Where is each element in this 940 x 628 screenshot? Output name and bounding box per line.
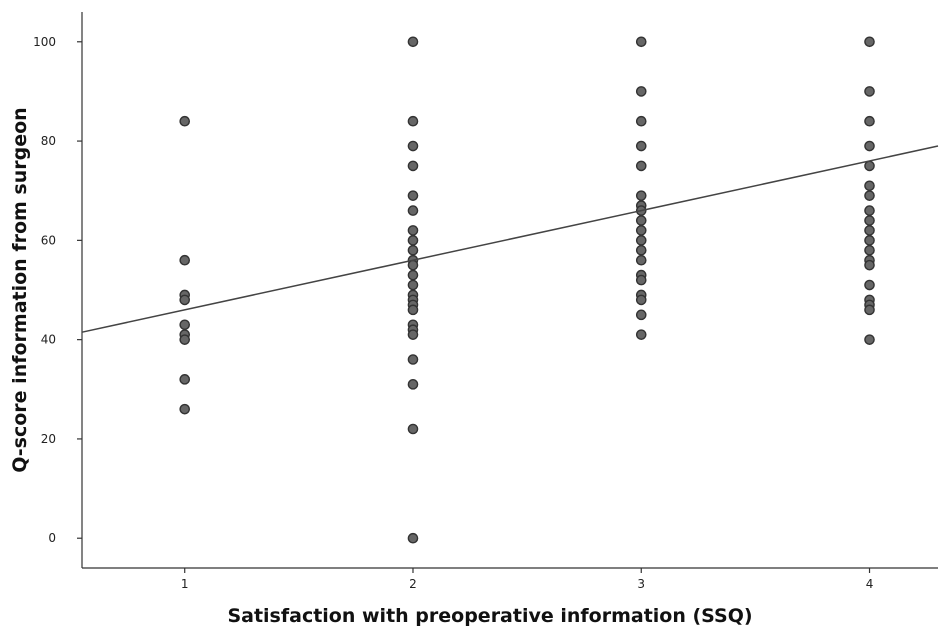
data-point: [635, 254, 647, 266]
data-point: [864, 86, 875, 97]
data-point: [635, 160, 647, 172]
data-point: [407, 354, 419, 365]
fit-line-group: [81, 145, 939, 333]
data-point: [635, 215, 647, 226]
data-point: [864, 160, 875, 172]
data-point: [407, 225, 419, 236]
data-point: [864, 36, 875, 48]
data-point: [864, 140, 875, 152]
data-points: [179, 36, 875, 544]
data-point: [635, 329, 647, 340]
data-point: [864, 190, 875, 201]
data-point: [635, 190, 647, 201]
data-point: [635, 86, 647, 97]
data-point: [407, 259, 419, 271]
axes: [81, 12, 938, 569]
x-tick-label: 2: [409, 577, 417, 591]
data-point: [407, 532, 419, 544]
data-point: [635, 36, 647, 48]
data-point: [407, 329, 419, 340]
data-point: [407, 160, 419, 172]
data-point: [635, 244, 647, 256]
data-point: [407, 190, 419, 201]
data-point: [407, 205, 419, 216]
data-point: [179, 115, 191, 127]
y-tick-label: 60: [41, 233, 56, 247]
x-tick-label: 1: [181, 577, 189, 591]
data-point: [407, 279, 419, 291]
y-tick-label: 40: [41, 333, 56, 347]
data-point: [179, 254, 191, 266]
x-tick-label: 3: [637, 577, 645, 591]
data-point: [635, 309, 647, 321]
data-point: [864, 244, 875, 256]
x-tick-label: 4: [866, 577, 874, 591]
data-point: [864, 180, 875, 192]
y-tick-label: 80: [41, 134, 56, 148]
data-point: [864, 235, 875, 246]
data-point: [179, 374, 191, 385]
data-point: [635, 140, 647, 152]
data-point: [864, 334, 875, 345]
data-point: [179, 319, 191, 331]
data-point: [635, 274, 647, 286]
data-point: [635, 235, 647, 246]
x-axis-title: Satisfaction with preoperative informati…: [227, 605, 752, 627]
fit-line: [81, 145, 939, 333]
data-point: [179, 294, 191, 306]
data-point: [864, 225, 875, 236]
y-tick-label: 0: [48, 531, 56, 545]
y-tick-label: 20: [41, 432, 56, 446]
data-point: [407, 379, 419, 390]
x-ticks: 1 2 3 4: [181, 568, 873, 591]
data-point: [407, 423, 419, 435]
data-point: [864, 304, 875, 316]
y-ticks: 0 20 40 60 80 100: [33, 35, 82, 545]
data-point: [864, 259, 875, 271]
data-point: [407, 140, 419, 152]
data-point: [407, 244, 419, 256]
data-point: [864, 205, 875, 216]
data-point: [179, 334, 191, 345]
data-point: [635, 115, 647, 127]
data-point: [407, 115, 419, 127]
data-point: [407, 269, 419, 281]
data-point: [407, 36, 419, 48]
data-point: [179, 403, 191, 415]
data-point: [635, 294, 647, 306]
data-point: [635, 225, 647, 236]
y-axis-title: Q-score information from surgeon: [9, 107, 31, 472]
data-point: [407, 304, 419, 316]
data-point: [864, 279, 875, 291]
data-point: [864, 215, 875, 226]
y-tick-label: 100: [33, 35, 56, 49]
data-point: [407, 235, 419, 246]
data-point: [864, 115, 875, 127]
